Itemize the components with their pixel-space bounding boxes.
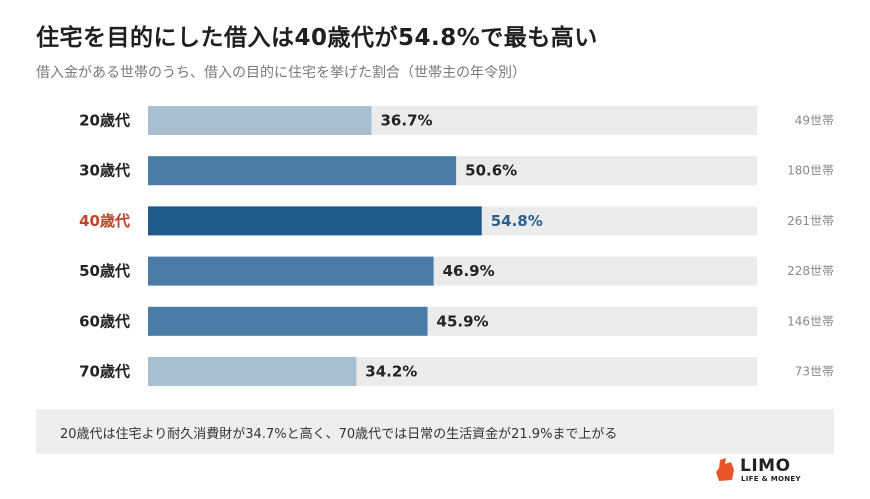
chart-title: 住宅を目的にした借入は40歳代が54.8%で最も高い — [36, 25, 598, 51]
household-count: 146世帯 — [787, 314, 834, 328]
value-label: 50.6% — [465, 162, 517, 180]
value-label: 34.2% — [365, 363, 417, 381]
category-label: 30歳代 — [79, 162, 130, 180]
bar — [148, 306, 428, 336]
bar — [148, 156, 457, 186]
note-box: 20歳代は住宅より耐久消費財が34.7%と高く、70歳代では日常の生活資金が21… — [36, 409, 834, 454]
logo-tagline: LIFE & MONEY — [741, 475, 801, 483]
household-count: 49世帯 — [795, 114, 834, 128]
category-label: 20歳代 — [79, 112, 130, 130]
note-text: 20歳代は住宅より耐久消費財が34.7%と高く、70歳代では日常の生活資金が21… — [60, 427, 618, 442]
value-label: 46.9% — [443, 262, 495, 280]
bar — [148, 206, 482, 236]
household-count: 228世帯 — [787, 264, 834, 278]
category-label: 60歳代 — [79, 312, 130, 330]
household-count: 180世帯 — [787, 164, 834, 178]
value-label: 54.8% — [491, 212, 543, 230]
bar — [148, 256, 434, 286]
value-label: 36.7% — [381, 112, 433, 130]
logo-wordmark: LIMO — [740, 456, 791, 476]
limo-logo-icon — [716, 458, 734, 481]
value-label: 45.9% — [437, 312, 489, 330]
household-count: 261世帯 — [787, 214, 834, 228]
household-count: 73世帯 — [795, 365, 834, 379]
category-label: 70歳代 — [79, 363, 130, 381]
chart-subtitle: 借入金がある世帯のうち、借入の目的に住宅を挙げた割合（世帯主の年令別） — [36, 65, 526, 81]
category-label: 40歳代 — [79, 212, 130, 230]
bar — [148, 357, 357, 386]
bar — [148, 106, 372, 135]
bar-chart: 20歳代 36.7% 49世帯 30歳代 50.6% 180世帯 40歳代 54.8% 261世… — [79, 106, 834, 386]
category-label: 50歳代 — [79, 262, 130, 280]
limo-logo: LIMO LIFE & MONEY — [716, 456, 806, 484]
